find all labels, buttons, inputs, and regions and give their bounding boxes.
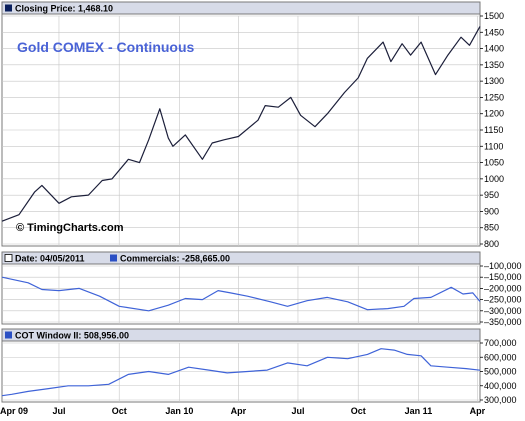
y-tick-label: 1300 (484, 76, 504, 86)
price-gridlines (2, 15, 480, 246)
cot-window-panel: COT Window II: 508,956.00 300,000 400,000… (1, 328, 517, 405)
commercials-header-text: Commercials: -258,665.00 (120, 254, 230, 264)
commercials-legend-swatch (110, 254, 117, 262)
watermark: © TimingCharts.com (16, 222, 124, 234)
y-tick-label: 300,000 (484, 395, 517, 405)
y-tick-label: –300,000 (484, 306, 522, 316)
y-tick-label: 1500 (484, 11, 504, 21)
price-panel-frame (1, 1, 481, 247)
y-tick-label: 700,000 (484, 338, 517, 348)
chart-title: Gold COMEX - Continuous (17, 39, 195, 55)
commercials-panel-header (1, 251, 481, 265)
cot-panel-header (1, 328, 481, 342)
cot-header-text: COT Window II: 508,956.00 (15, 331, 129, 341)
y-tick-label: 950 (484, 190, 499, 200)
y-tick-label: 850 (484, 223, 499, 233)
price-line (1, 26, 481, 222)
x-axis-ticks: Apr 09 Jul Oct Jan 10 Apr Jul Oct Jan 11 Apr (0, 406, 486, 416)
x-tick-label: Jan 10 (165, 406, 193, 416)
y-tick-label: 800 (484, 239, 499, 249)
cot-y-ticks: 300,000 400,000 500,000 600,000 700,000 (480, 338, 517, 405)
commercials-panel: Date: 04/05/2011 Commercials: -258,665.0… (1, 251, 522, 327)
x-tick-label: Apr (470, 406, 486, 416)
price-header-text: Closing Price: 1,468.10 (15, 4, 113, 14)
y-tick-label: 1250 (484, 92, 504, 102)
y-tick-label: 1450 (484, 27, 504, 37)
price-panel-header (1, 1, 481, 15)
y-tick-label: 1350 (484, 60, 504, 70)
y-tick-label: 1000 (484, 174, 504, 184)
x-tick-label: Jul (291, 406, 304, 416)
x-tick-label: Apr 09 (0, 406, 28, 416)
x-tick-label: Jan 11 (405, 406, 433, 416)
y-tick-label: 1200 (484, 109, 504, 119)
y-tick-label: 600,000 (484, 352, 517, 362)
price-y-ticks: 800 850 900 950 1000 1050 1100 1150 1200 1250 1300… (480, 11, 504, 249)
commercials-y-ticks: –100,000–150,000–200,000 –250,000–300,000… (480, 261, 522, 327)
y-tick-label: –100,000 (484, 261, 522, 271)
price-panel: Closing Price: 1,468.10 800 850 900 950 1000… (1, 1, 504, 249)
y-tick-label: 500,000 (484, 367, 517, 377)
price-legend-swatch (5, 4, 12, 12)
date-legend-swatch (4, 254, 13, 262)
y-tick-label: 900 (484, 206, 499, 216)
x-tick-label: Oct (112, 406, 127, 416)
y-tick-label: –150,000 (484, 272, 522, 282)
x-tick-label: Apr (231, 406, 247, 416)
date-header-text: Date: 04/05/2011 (15, 254, 85, 264)
y-tick-label: 1050 (484, 158, 504, 168)
commercials-line (1, 276, 481, 312)
y-tick-label: –350,000 (484, 317, 522, 327)
y-tick-label: –250,000 (484, 295, 522, 305)
y-tick-label: 400,000 (484, 381, 517, 391)
x-tick-label: Oct (351, 406, 366, 416)
cot-line (1, 348, 481, 397)
y-tick-label: 1100 (484, 141, 503, 151)
y-tick-label: 1150 (484, 125, 503, 135)
commercials-gridlines (2, 265, 480, 324)
x-tick-label: Jul (52, 406, 65, 416)
cot-legend-swatch (5, 331, 12, 339)
y-tick-label: –200,000 (484, 283, 522, 293)
y-tick-label: 1400 (484, 44, 504, 54)
